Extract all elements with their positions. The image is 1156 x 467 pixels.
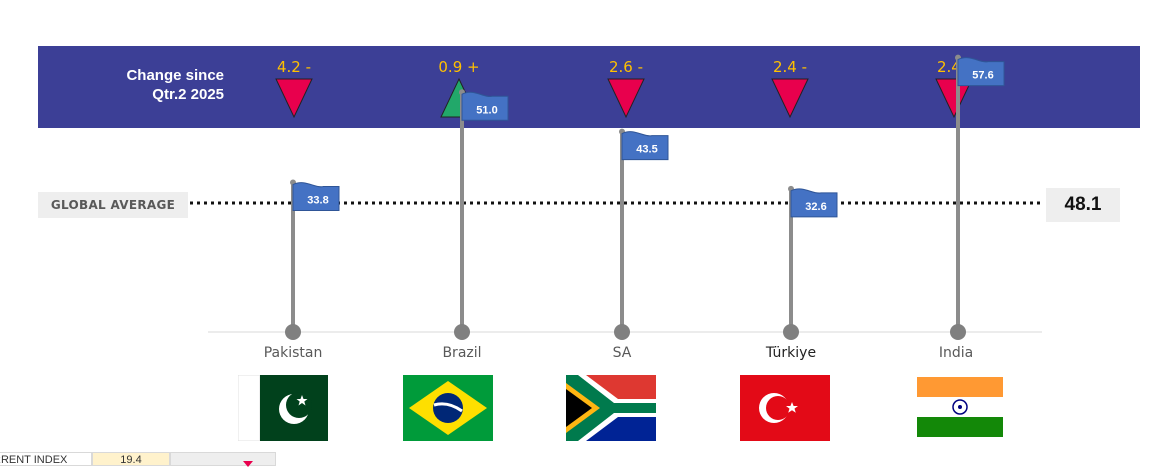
country-label-india: India: [938, 345, 974, 361]
south-africa-flag: [566, 375, 656, 441]
change-title: Change since Qtr.2 2025: [108, 66, 224, 104]
flag-marker-brazil: [461, 91, 509, 121]
flag-value-label-trkiye: 32.6: [805, 201, 826, 213]
pole-base-india: [950, 324, 966, 340]
country-label-brazil: Brazil: [442, 345, 482, 361]
change-value-turkiye: 2.4 -: [772, 58, 808, 76]
down-arrow-icon: [771, 78, 809, 119]
pole-base-brazil: [454, 324, 470, 340]
country-label-turkiye: Türkiye: [765, 345, 817, 361]
change-value-brazil: 0.9 +: [438, 58, 480, 76]
current-index-label: RRENT INDEX: [0, 452, 92, 466]
down-arrow-icon: [243, 461, 253, 467]
down-arrow-icon: [607, 78, 645, 119]
down-arrow-icon: [275, 78, 313, 119]
brazil-flag: [403, 375, 493, 441]
global-average-label: GLOBAL AVERAGE: [38, 192, 188, 218]
flag-value-label-brazil: 51.0: [476, 104, 497, 116]
flag-marker-trkiye: [790, 188, 838, 218]
flag-marker-pakistan: [292, 182, 340, 212]
change-item-pakistan: 4.2 -: [264, 58, 324, 119]
flag-value-label-india: 57.6: [972, 70, 993, 82]
pakistan-flag: [238, 375, 328, 441]
change-item-sa: 2.6 -: [596, 58, 656, 119]
current-index-indicator-cell: [170, 452, 276, 467]
turkiye-flag: [740, 375, 830, 441]
down-arrow-icon: [935, 78, 973, 119]
change-item-turkiye: 2.4 -: [760, 58, 820, 119]
global-average-value: 48.1: [1046, 188, 1120, 222]
change-title-line-2: Qtr.2 2025: [152, 86, 224, 103]
pole-base-pakistan: [285, 324, 301, 340]
country-label-sa: SA: [612, 345, 632, 361]
country-label-pakistan: Pakistan: [263, 345, 323, 361]
flag-value-label-sa: 43.5: [636, 144, 657, 156]
current-index-value: 19.4: [92, 452, 170, 466]
flag-marker-india: [957, 57, 1005, 87]
flag-value-label-pakistan: 33.8: [307, 195, 328, 207]
flag-marker-sa: [621, 131, 669, 161]
change-value-pakistan: 4.2 -: [276, 58, 312, 76]
change-value-sa: 2.6 -: [608, 58, 644, 76]
change-title-line-1: Change since: [126, 67, 224, 84]
pole-base-sa: [614, 324, 630, 340]
india-flag: [917, 377, 1003, 437]
pole-base-trkiye: [783, 324, 799, 340]
